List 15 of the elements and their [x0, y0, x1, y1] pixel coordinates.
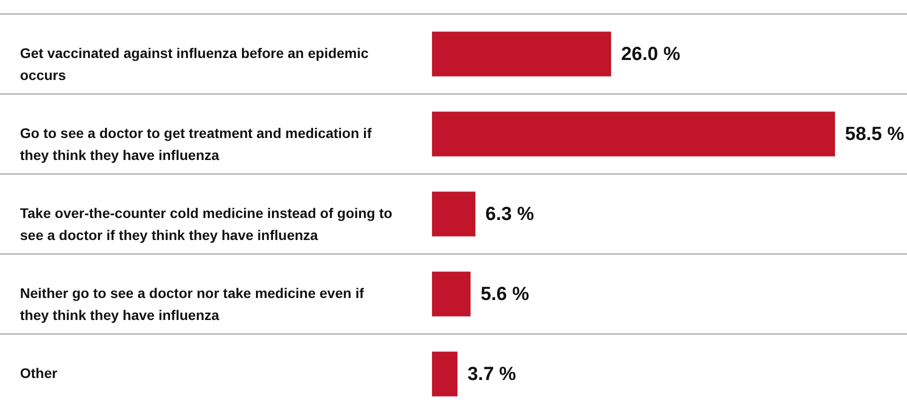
bar: [432, 192, 476, 236]
y-tick-label: Get vaccinated against influenza before an epidemic occurs: [20, 45, 369, 83]
y-tick-label: Other: [20, 365, 58, 381]
bar: [432, 352, 458, 396]
bar: [432, 112, 835, 156]
data-label: 6.3 %: [485, 204, 534, 225]
data-label: 3.7 %: [467, 364, 516, 385]
y-tick-label: Go to see a doctor to get treatment and medication if they think they have influenza: [20, 125, 372, 163]
y-tick-label: Neither go to see a doctor nor take medicine even if they think they have influenza: [20, 285, 364, 323]
data-label: 26.0 %: [621, 44, 680, 65]
bar: [432, 32, 612, 76]
bar: [432, 272, 471, 316]
data-label: 58.5 %: [845, 124, 904, 145]
data-label: 5.6 %: [480, 284, 530, 305]
y-tick-label: Take over-the-counter cold medicine instead of going to see a doctor if they think they have influenza: [20, 205, 392, 243]
